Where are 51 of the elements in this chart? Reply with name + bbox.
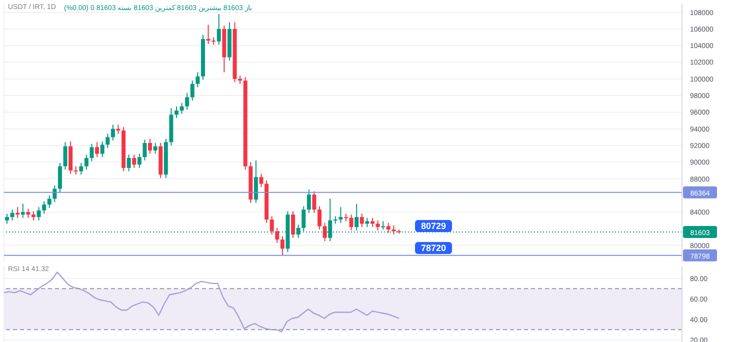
candlestick: [370, 217, 374, 228]
annotation: 78720: [415, 242, 452, 254]
candlestick: [106, 133, 110, 148]
candlestick: [254, 160, 258, 204]
candlestick: [20, 203, 25, 218]
candlestick: [318, 206, 322, 230]
candlestick: [360, 213, 364, 228]
candlestick: [365, 217, 370, 228]
line-series: [3, 272, 400, 332]
candlestick: [90, 143, 94, 162]
candlestick: [306, 189, 311, 214]
candlestick: [132, 154, 136, 168]
candlestick: [153, 142, 158, 154]
candlestick: [36, 206, 41, 221]
candlestick: [291, 210, 296, 238]
candlestick: [270, 216, 274, 236]
candlestick: [63, 142, 68, 170]
candlestick: [216, 13, 221, 46]
candlestick: [31, 210, 36, 221]
candlestick: [47, 194, 52, 208]
candlestick: [79, 162, 84, 176]
candlestick: [26, 208, 30, 218]
candlestick: [190, 80, 194, 102]
candlestick: [386, 222, 390, 234]
candlestick: [110, 124, 115, 141]
candlestick: [100, 140, 104, 158]
candlestick: [142, 139, 147, 161]
candlestick: [381, 220, 386, 230]
candlestick: [259, 173, 264, 188]
annotation: 80729: [415, 220, 452, 232]
candlestick: [58, 162, 62, 193]
candlestick: [148, 138, 152, 154]
candlestick: [354, 203, 359, 231]
candlestick: [174, 106, 178, 119]
candlestick: [10, 209, 14, 221]
candlestick: [95, 142, 100, 158]
candlestick: [42, 200, 46, 214]
candlestick: [338, 206, 343, 224]
candlestick: [84, 154, 88, 170]
candlestick: [376, 220, 380, 231]
candlestick: [280, 236, 284, 256]
candlestick: [137, 153, 142, 168]
candlestick: [185, 92, 190, 110]
candlestick: [180, 102, 184, 114]
candlestick: [196, 72, 200, 88]
candlestick: [5, 213, 9, 224]
candlestick: [126, 154, 131, 172]
candlestick: [349, 214, 354, 231]
candlestick: [322, 222, 327, 242]
candlestick: [312, 190, 316, 214]
candlestick: [275, 227, 280, 244]
